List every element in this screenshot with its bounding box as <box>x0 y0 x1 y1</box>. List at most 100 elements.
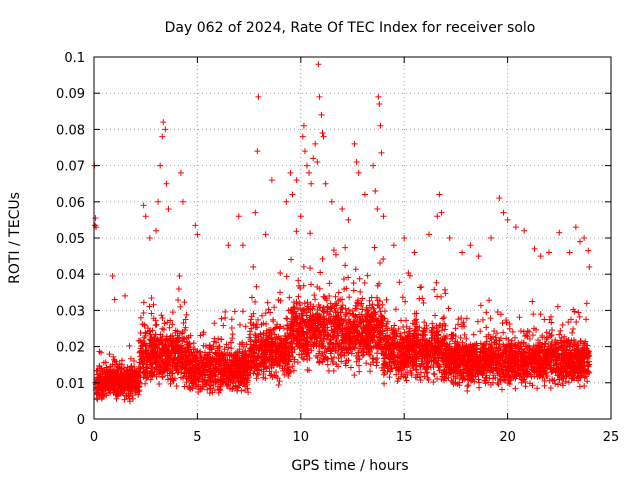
data-point <box>430 370 437 377</box>
data-point <box>247 319 254 326</box>
data-point <box>351 329 358 336</box>
data-point <box>388 365 395 372</box>
data-point <box>296 343 303 350</box>
data-point <box>318 343 325 350</box>
data-point <box>459 339 466 346</box>
data-point <box>469 347 476 354</box>
data-point <box>482 374 489 381</box>
data-point <box>350 318 357 325</box>
data-point <box>544 373 551 380</box>
data-point <box>381 370 388 377</box>
data-point <box>281 332 288 339</box>
data-point <box>539 374 546 381</box>
data-point <box>368 345 375 352</box>
data-point <box>470 331 477 338</box>
data-point <box>229 331 236 338</box>
data-point <box>283 315 290 322</box>
data-point <box>216 385 223 392</box>
data-point <box>375 343 382 350</box>
data-point <box>393 361 400 368</box>
data-point <box>103 370 110 377</box>
data-point <box>421 329 428 336</box>
data-point <box>559 343 566 350</box>
data-point <box>576 374 583 381</box>
data-point <box>567 316 574 323</box>
data-point <box>311 328 318 335</box>
data-point <box>402 298 409 305</box>
data-point <box>267 327 274 334</box>
data-point <box>363 344 370 351</box>
data-point <box>98 383 105 390</box>
data-point <box>420 336 427 343</box>
data-point <box>368 330 375 337</box>
data-point <box>423 369 430 376</box>
data-point <box>424 369 431 376</box>
data-point <box>138 357 145 364</box>
data-point <box>196 350 203 357</box>
data-point <box>411 354 418 361</box>
data-point <box>460 319 467 326</box>
data-point <box>534 364 541 371</box>
data-point <box>317 358 324 365</box>
data-point <box>169 366 176 373</box>
data-point <box>516 314 523 321</box>
data-point <box>152 360 159 367</box>
data-point <box>343 349 350 356</box>
data-point <box>373 362 380 369</box>
data-point <box>140 299 147 306</box>
data-point <box>440 361 447 368</box>
data-point <box>400 350 407 357</box>
data-point <box>345 344 352 351</box>
data-point <box>397 373 404 380</box>
data-point <box>369 301 376 308</box>
data-point <box>204 371 211 378</box>
data-point <box>383 338 390 345</box>
data-point <box>448 377 455 384</box>
data-point <box>357 340 364 347</box>
data-point <box>283 273 290 280</box>
data-point <box>202 342 209 349</box>
data-point <box>571 375 578 382</box>
data-point <box>499 350 506 357</box>
data-point <box>480 353 487 360</box>
data-point <box>575 309 582 316</box>
data-point <box>530 343 537 350</box>
data-point <box>476 384 483 391</box>
data-point <box>516 345 523 352</box>
data-point <box>410 347 417 354</box>
data-point <box>296 299 303 306</box>
data-point <box>418 342 425 349</box>
data-point <box>406 328 413 335</box>
data-point <box>148 294 155 301</box>
data-point <box>565 319 572 326</box>
data-point <box>500 374 507 381</box>
data-point <box>469 372 476 379</box>
data-point <box>218 366 225 373</box>
data-point <box>373 294 380 301</box>
data-point <box>412 344 419 351</box>
data-point <box>386 374 393 381</box>
data-point <box>353 358 360 365</box>
data-point <box>481 377 488 384</box>
data-point <box>295 277 302 284</box>
data-point <box>143 375 150 382</box>
data-point <box>429 320 436 327</box>
data-point <box>402 369 409 376</box>
data-point <box>236 321 243 328</box>
data-point <box>506 355 513 362</box>
data-point <box>349 343 356 350</box>
data-point <box>146 328 153 335</box>
data-point <box>347 364 354 371</box>
data-point <box>569 329 576 336</box>
data-point <box>379 346 386 353</box>
data-point <box>345 316 352 323</box>
data-point <box>517 370 524 377</box>
data-point <box>556 331 563 338</box>
data-point <box>255 333 262 340</box>
data-point <box>403 323 410 330</box>
data-point <box>317 335 324 342</box>
data-point <box>296 351 303 358</box>
data-point <box>511 370 518 377</box>
data-point <box>463 372 470 379</box>
